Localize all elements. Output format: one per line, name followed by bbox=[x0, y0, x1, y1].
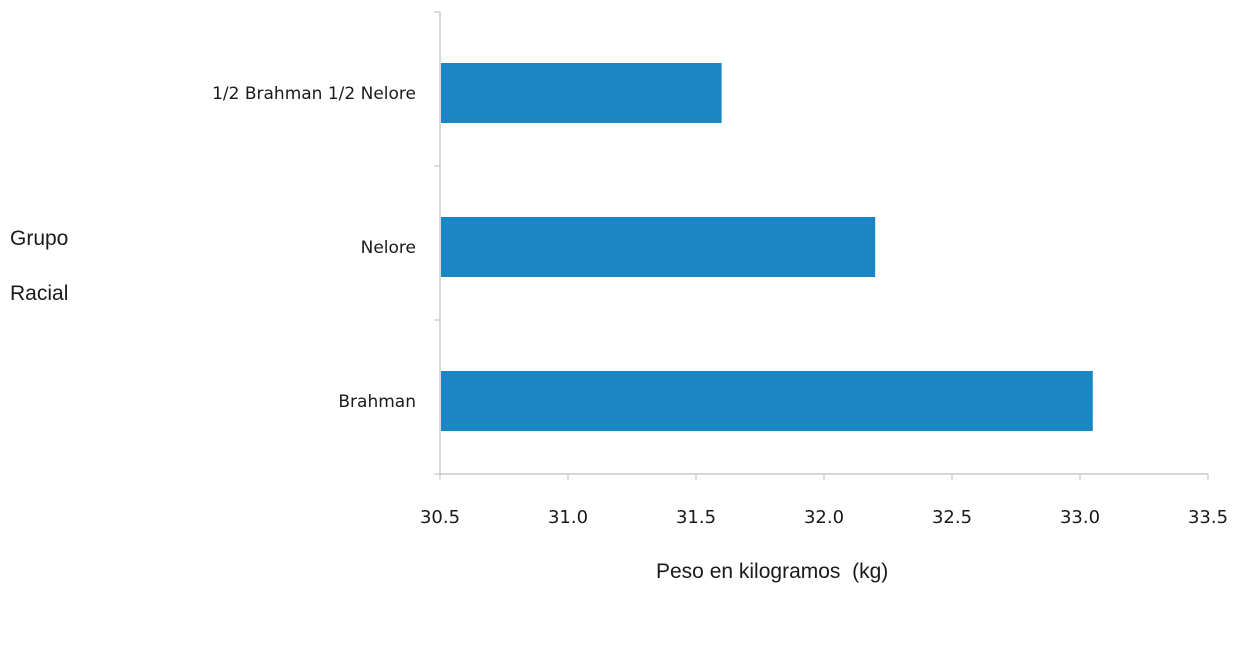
x-tick-label: 31.0 bbox=[548, 507, 588, 528]
bars bbox=[441, 63, 1093, 431]
category-labels: 1/2 Brahman 1/2 Nelore Nelore Brahman bbox=[212, 84, 416, 412]
x-tick-label: 32.5 bbox=[932, 507, 972, 528]
category-label: Brahman bbox=[338, 392, 416, 412]
x-axis-title: Peso en kilogramos (kg) bbox=[656, 560, 889, 583]
category-label: Nelore bbox=[361, 238, 416, 258]
axes bbox=[434, 11, 1209, 480]
bar bbox=[441, 217, 876, 277]
bar bbox=[441, 371, 1093, 431]
y-axis-title-line-2: Racial bbox=[10, 282, 69, 305]
x-tick-label: 32.0 bbox=[804, 507, 844, 528]
x-tick-label: 30.5 bbox=[420, 507, 460, 528]
bar bbox=[441, 63, 722, 123]
x-tick-labels: 30.5 31.0 31.5 32.0 32.5 33.0 33.5 bbox=[420, 507, 1228, 528]
category-label: 1/2 Brahman 1/2 Nelore bbox=[212, 84, 416, 104]
x-tick-label: 31.5 bbox=[676, 507, 716, 528]
x-tick-label: 33.0 bbox=[1060, 507, 1100, 528]
x-tick-label: 33.5 bbox=[1188, 507, 1228, 528]
y-axis-title-line-1: Grupo bbox=[10, 227, 69, 250]
